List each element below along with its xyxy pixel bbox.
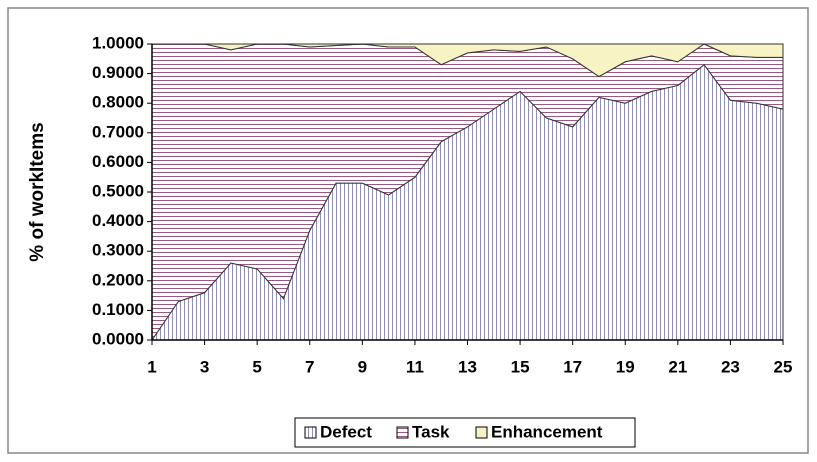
y-tick-label: 0.2000 [92, 270, 144, 289]
x-tick-label: 1 [147, 357, 156, 376]
y-tick-label: 1.0000 [92, 33, 144, 52]
x-tick-label: 19 [616, 357, 635, 376]
x-tick-label: 9 [358, 357, 367, 376]
x-tick-label: 5 [252, 357, 261, 376]
y-tick-label: 0.5000 [92, 181, 144, 200]
y-tick-label: 0.8000 [92, 93, 144, 112]
x-tick-label: 23 [721, 357, 740, 376]
legend-swatch [304, 426, 317, 439]
legend-swatch [475, 426, 488, 439]
legend-swatch [396, 426, 409, 439]
y-tick-label: 0.6000 [92, 152, 144, 171]
x-tick-label: 15 [511, 357, 530, 376]
y-tick-label: 0.4000 [92, 211, 144, 230]
x-tick-label: 7 [305, 357, 314, 376]
x-tick-label: 3 [200, 357, 209, 376]
x-tick-label: 25 [774, 357, 793, 376]
x-tick-label: 11 [406, 357, 424, 376]
legend-label: Defect [320, 422, 372, 441]
x-tick-label: 21 [668, 357, 687, 376]
x-tick-label: 17 [563, 357, 582, 376]
y-tick-label: 0.1000 [92, 300, 144, 319]
area [152, 43, 784, 78]
legend-label: Task [412, 422, 450, 441]
y-tick-label: 0.0000 [92, 329, 144, 348]
legend-label: Enhancement [491, 422, 603, 441]
y-tick-label: 0.3000 [92, 241, 144, 260]
y-axis-label: % of workItems [27, 122, 48, 261]
legend-box [294, 417, 636, 448]
y-tick-label: 0.9000 [92, 63, 144, 82]
x-tick-label: 13 [458, 357, 477, 376]
y-tick-label: 0.7000 [92, 122, 144, 141]
